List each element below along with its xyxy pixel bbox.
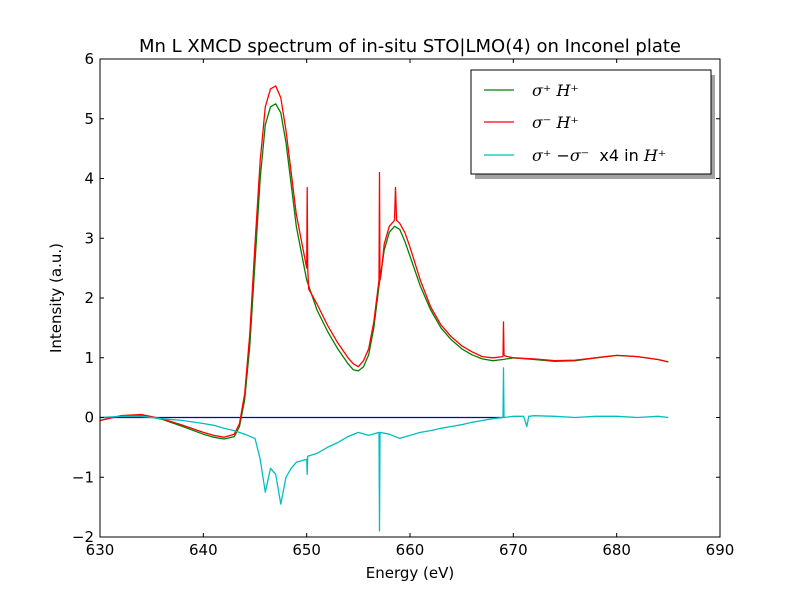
ticks-layer: 630 640 650 660 670 680 690 −2 −1 0 1 2 3 4 5 6: [72, 50, 734, 559]
legend-label-cyan: σ⁺ −σ⁻ x4 in H⁺: [532, 146, 666, 165]
legend-label-green: σ⁺ H⁺: [532, 81, 579, 100]
y-tick-label: 5: [84, 110, 94, 128]
y-tick-label: 4: [84, 170, 94, 188]
legend-label-red: σ⁻ H⁺: [532, 113, 579, 132]
y-tick-label: −1: [72, 468, 94, 486]
series-line-difference: [100, 367, 669, 532]
x-tick-label: 640: [189, 541, 218, 559]
x-axis-label: Energy (eV): [366, 564, 454, 582]
y-tick-label: 2: [84, 289, 94, 307]
x-tick-label: 690: [706, 541, 735, 559]
legend: σ⁺ H⁺ σ⁻ H⁺ σ⁺ −σ⁻ x4 in H⁺: [470, 69, 715, 179]
data-layer: [100, 85, 669, 532]
x-tick-label: 680: [602, 541, 631, 559]
series-line-sigma-minus: [100, 85, 669, 438]
y-tick-label: 1: [84, 349, 94, 367]
x-tick-label: 650: [292, 541, 321, 559]
y-tick-label: 3: [84, 229, 94, 247]
x-tick-label: 670: [499, 541, 528, 559]
y-tick-label: −2: [72, 528, 94, 546]
y-tick-label: 6: [84, 50, 94, 68]
chart-title: Mn L XMCD spectrum of in-situ STO|LMO(4)…: [139, 36, 681, 57]
y-tick-label: 0: [84, 409, 94, 427]
x-tick-label: 660: [396, 541, 425, 559]
x-tick-label: 630: [86, 541, 115, 559]
y-axis-label: Intensity (a.u.): [47, 243, 65, 353]
